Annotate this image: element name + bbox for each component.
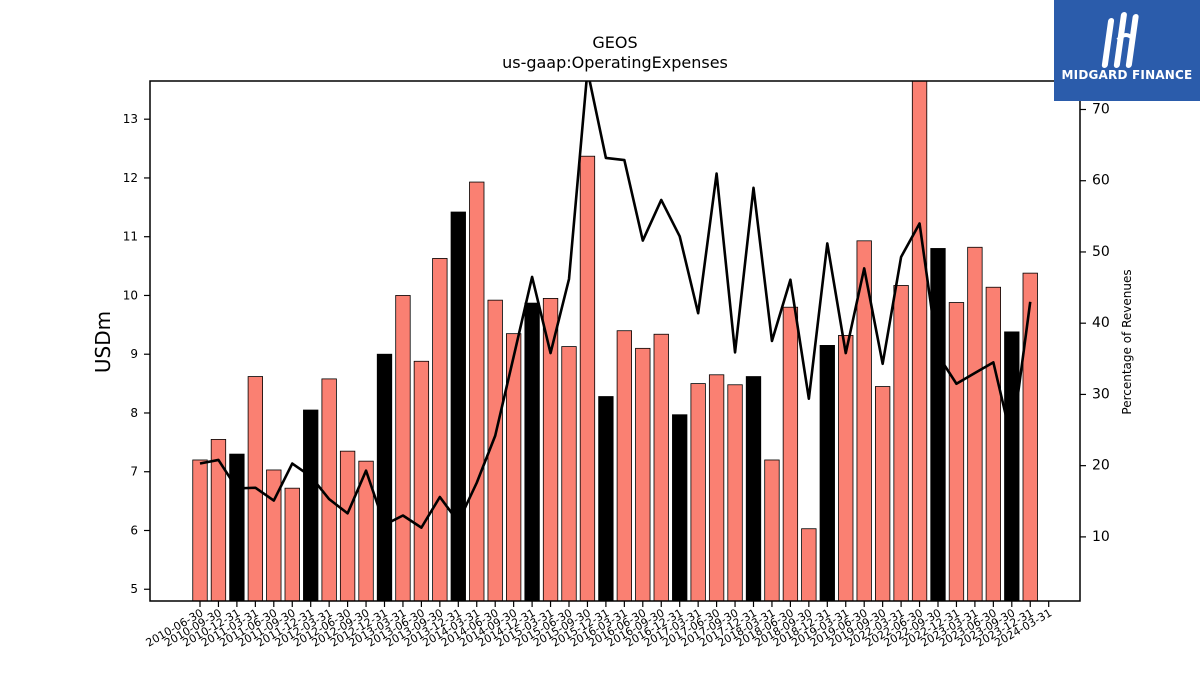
bar-2014-09-30 — [505, 333, 522, 601]
bar-2012-09-30 — [358, 460, 374, 601]
y2-tick-label: 10 — [1092, 529, 1110, 545]
bar-2019-09-30 — [875, 386, 891, 601]
bar-2023-06-30 — [985, 286, 1001, 601]
plot-frame — [149, 80, 1081, 602]
y2-axis-label: Percentage of Revenues — [1120, 269, 1134, 414]
percentage-line — [199, 81, 1032, 529]
logo-text: MIDGARD FINANCE — [1061, 68, 1193, 82]
logo-mark-icon — [1101, 12, 1139, 68]
bar-2023-12-31 — [1022, 272, 1038, 601]
bar-2013-03-31 — [395, 295, 411, 601]
y2-tick-label: 20 — [1092, 458, 1110, 474]
y-tick-label: 13 — [123, 112, 138, 126]
y2-tick-label: 70 — [1092, 101, 1110, 117]
bar-2012-03-31 — [321, 378, 337, 601]
bar-2017-12-31 — [745, 376, 762, 601]
bar-2011-12-31 — [303, 409, 319, 601]
y-tick-label: 8 — [130, 406, 138, 420]
bar-2014-03-31 — [469, 181, 485, 601]
bar-2013-09-30 — [432, 258, 448, 601]
y-tick-label: 9 — [130, 347, 138, 361]
y-tick-label: 11 — [123, 230, 138, 244]
bar-2010-12-31 — [229, 453, 245, 601]
y2-tick-label: 40 — [1092, 315, 1110, 331]
chart-subtitle: us-gaap:OperatingExpenses — [502, 53, 728, 72]
bar-2017-03-31 — [690, 383, 706, 601]
chart-title: GEOS — [592, 33, 637, 52]
bar-2022-09-30 — [930, 248, 946, 601]
bar-2010-09-30 — [210, 439, 227, 601]
bar-2022-06-30 — [911, 81, 928, 601]
bar-2018-12-31 — [819, 345, 835, 601]
line-layer — [199, 81, 1032, 529]
bar-2018-06-30 — [782, 306, 799, 601]
y-tick-label: 5 — [130, 582, 138, 596]
bar-2011-09-30 — [284, 487, 300, 601]
bar-2011-06-30 — [266, 469, 282, 601]
bar-2016-03-31 — [616, 330, 632, 601]
axes-layer: 5678910111213102030405060702010-06-30201… — [123, 80, 1110, 650]
bar-2013-12-31 — [450, 211, 466, 601]
bar-2014-12-31 — [524, 302, 540, 601]
bar-2012-12-31 — [376, 353, 393, 601]
bar-2022-12-31 — [948, 302, 965, 601]
bars-layer — [192, 81, 1038, 601]
bar-2016-12-31 — [672, 414, 688, 601]
y-tick-label: 6 — [130, 523, 138, 537]
bar-2015-12-31 — [598, 396, 614, 601]
bar-2010-06-30 — [192, 459, 208, 601]
bar-2022-03-31 — [893, 285, 909, 601]
bar-2012-06-30 — [339, 450, 356, 601]
bar-2016-09-30 — [653, 333, 669, 601]
bar-2014-06-30 — [487, 299, 503, 601]
y2-tick-label: 60 — [1092, 173, 1110, 189]
y-tick-label: 12 — [123, 171, 138, 185]
y2-tick-label: 30 — [1092, 386, 1110, 402]
bar-2016-06-30 — [635, 347, 651, 601]
bar-2018-03-31 — [764, 459, 780, 601]
bar-2017-06-30 — [708, 374, 725, 601]
y-tick-label: 10 — [123, 288, 138, 302]
y-tick-label: 7 — [130, 465, 138, 479]
bar-2023-03-31 — [967, 246, 983, 601]
y-axis-label: USDm — [91, 311, 115, 373]
bar-2013-06-30 — [413, 360, 430, 601]
bar-2015-06-30 — [561, 346, 577, 601]
brand-logo: MIDGARD FINANCE — [1054, 0, 1200, 101]
bar-2019-06-30 — [856, 240, 872, 601]
bar-2015-03-31 — [542, 297, 559, 601]
bar-2017-09-30 — [727, 384, 743, 601]
bar-2023-09-30 — [1004, 331, 1020, 601]
bar-2018-09-30 — [801, 528, 817, 601]
y2-tick-label: 50 — [1092, 244, 1110, 260]
bar-2019-03-31 — [838, 335, 854, 601]
bar-2015-09-30 — [579, 155, 596, 601]
